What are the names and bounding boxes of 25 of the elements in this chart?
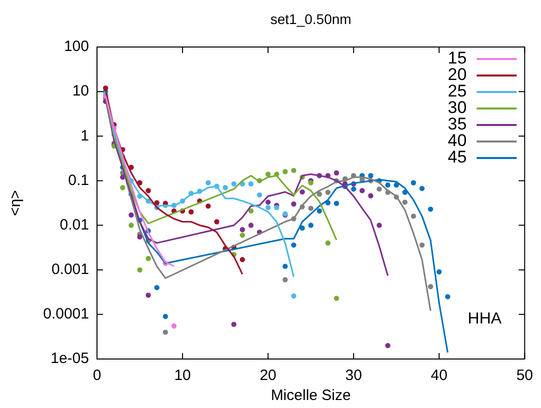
legend-label: 20 [448,65,467,84]
y-tick-label: 1 [80,127,89,144]
x-axis-title: Micelle Size [270,387,351,404]
legend-label: 45 [448,148,467,167]
y-tick-label: 0.0001 [43,306,89,323]
legend-label: 35 [448,114,467,134]
legend-label: 40 [448,131,467,150]
annotation: HHA [468,310,502,328]
x-tick-label: 40 [430,367,448,384]
legend-label: 25 [448,82,467,101]
y-tick-label: 10 [72,82,89,100]
x-tick-label: 50 [516,367,533,384]
chart-title: set1_0.50nm [270,10,352,27]
x-tick-label: 30 [345,367,362,384]
y-tick-label: 0.001 [51,261,89,278]
x-tick-label: 20 [260,367,276,384]
y-axis-title: <η> [7,190,24,216]
x-tick-label: 0 [92,367,102,384]
legend-label: 30 [448,98,467,118]
y-tick-label: 0.01 [60,216,89,234]
y-tick-label: 0.1 [68,172,89,189]
legend-label: 15 [448,48,467,68]
y-tick-label: 1e-05 [50,350,89,368]
y-tick-label: 100 [64,38,89,56]
x-tick-label: 10 [174,367,191,384]
